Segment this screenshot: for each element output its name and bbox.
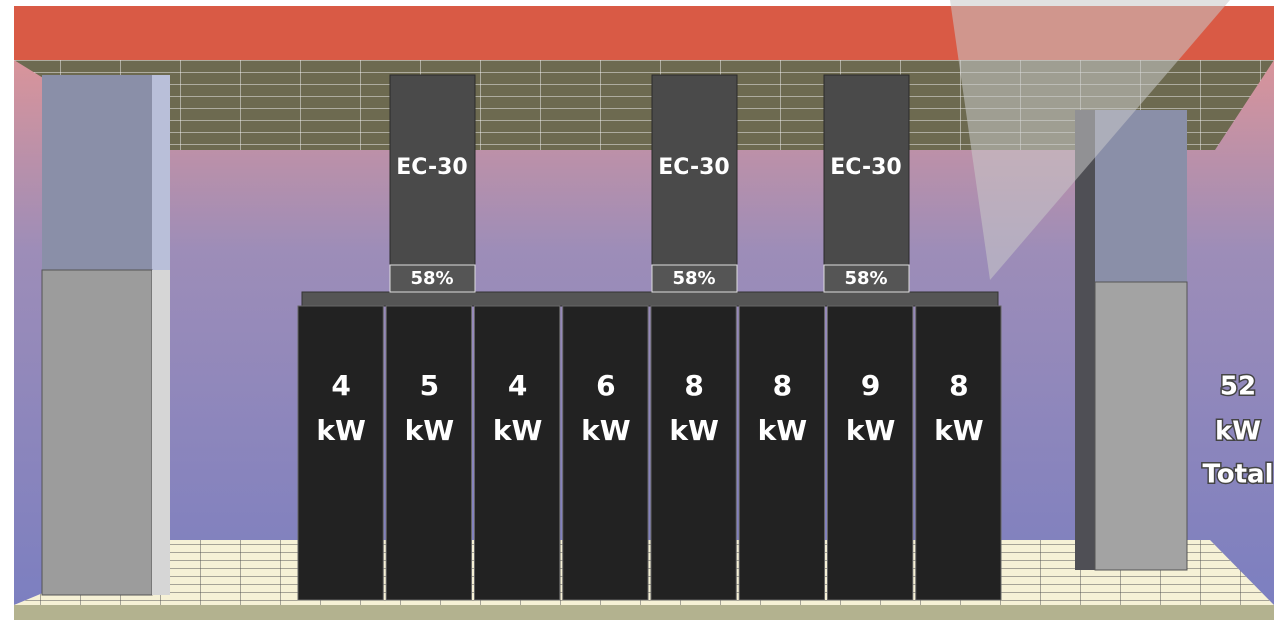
total-label: 52 kW Total [1201, 370, 1274, 491]
cooler-load-box [651, 264, 738, 293]
left-unit-top [42, 75, 152, 270]
rack [474, 305, 561, 601]
rack-unit: kW [316, 414, 366, 447]
rack-power: 4 [508, 369, 527, 402]
rack-power: 9 [861, 369, 880, 402]
left-unit-side [152, 270, 170, 595]
rack-unit: kW [758, 414, 808, 447]
right-unit-side [1075, 110, 1095, 570]
rack [297, 305, 384, 601]
cooler-load: 58% [672, 268, 715, 289]
cooler-load-box [823, 264, 910, 293]
view-cone [950, 0, 1230, 280]
rack-unit: kW [493, 414, 543, 447]
rack-power: 8 [684, 369, 703, 402]
rack [827, 305, 914, 601]
rack-power: 4 [331, 369, 350, 402]
rack-unit: kW [846, 414, 896, 447]
rack [650, 305, 737, 601]
total-unit: kW [1215, 417, 1261, 447]
floor-edge [14, 605, 1274, 620]
cooler [651, 74, 738, 266]
dynamic-layer: EC-30 58% EC-30 58% EC-30 58% 4 kW 5 kW 4 kW 6 kW 8 kW 8… [297, 74, 1002, 601]
rack [738, 305, 825, 601]
cooler-load-box [389, 264, 476, 293]
rack-power: 8 [949, 369, 968, 402]
cooler-load: 58% [844, 268, 887, 289]
left-unit-body [41, 269, 153, 596]
cooler-load: 58% [410, 268, 453, 289]
total-text: Total [1202, 460, 1273, 490]
rack-unit: kW [934, 414, 984, 447]
rack-unit: kW [581, 414, 631, 447]
cooler-name: EC-30 [658, 155, 729, 180]
cooler [389, 74, 476, 266]
rack-top [301, 291, 999, 307]
rack [915, 305, 1002, 601]
cooler-name: EC-30 [396, 155, 467, 180]
rack [385, 305, 472, 601]
rack-power: 6 [596, 369, 615, 402]
rack [562, 305, 649, 601]
cooler [823, 74, 910, 266]
rack-unit: kW [669, 414, 719, 447]
ceiling-grid [14, 60, 1274, 150]
total-power: 52 [1220, 372, 1256, 402]
cooler-name: EC-30 [830, 155, 901, 180]
rack-power: 8 [773, 369, 792, 402]
left-unit-side [152, 75, 170, 270]
right-unit-body [1094, 281, 1188, 571]
rack-unit: kW [405, 414, 455, 447]
rack-power: 5 [420, 369, 439, 402]
